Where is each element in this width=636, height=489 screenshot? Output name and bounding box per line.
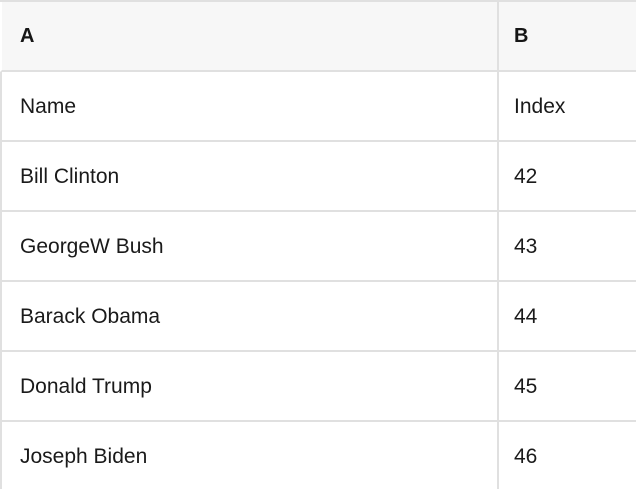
cell-name[interactable]: GeorgeW Bush	[20, 234, 164, 258]
table-row: Barack Obama 44	[0, 282, 636, 352]
table-row: Joseph Biden 46	[0, 422, 636, 489]
table-row: Bill Clinton 42	[0, 142, 636, 212]
table-row: GeorgeW Bush 43	[0, 212, 636, 282]
cell-name[interactable]: Donald Trump	[20, 374, 152, 398]
table-row: Name Index	[0, 72, 636, 142]
cell-index[interactable]: 46	[497, 422, 636, 489]
cell-index[interactable]: 43	[497, 212, 636, 280]
cell-name[interactable]: Barack Obama	[20, 304, 161, 328]
column-header-a[interactable]: A	[20, 25, 35, 47]
cell-index[interactable]: 44	[497, 282, 636, 350]
column-header-row: A B	[0, 2, 636, 72]
cell-name[interactable]: Joseph Biden	[20, 444, 148, 468]
cell-name[interactable]: Name	[20, 94, 77, 118]
cell-name[interactable]: Bill Clinton	[20, 164, 120, 188]
table-row: Donald Trump 45	[0, 352, 636, 422]
cell-index[interactable]: Index	[497, 72, 636, 140]
cell-index[interactable]: 42	[497, 142, 636, 210]
column-header-b[interactable]: B	[497, 2, 636, 70]
cell-index[interactable]: 45	[497, 352, 636, 420]
